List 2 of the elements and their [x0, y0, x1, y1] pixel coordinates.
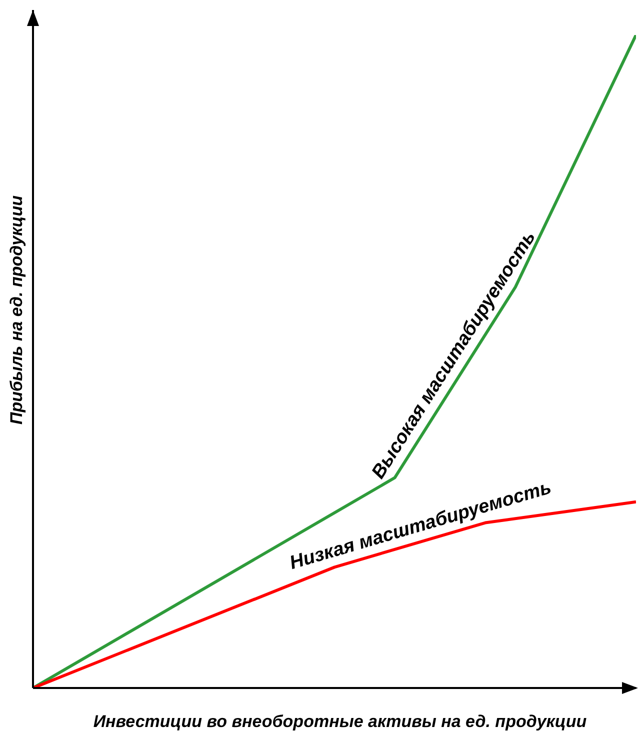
x-axis-title: Инвестиции во внеоборотные активы на ед. продукции — [93, 712, 588, 731]
y-axis-title: Прибыль на ед. продукции — [7, 194, 26, 424]
